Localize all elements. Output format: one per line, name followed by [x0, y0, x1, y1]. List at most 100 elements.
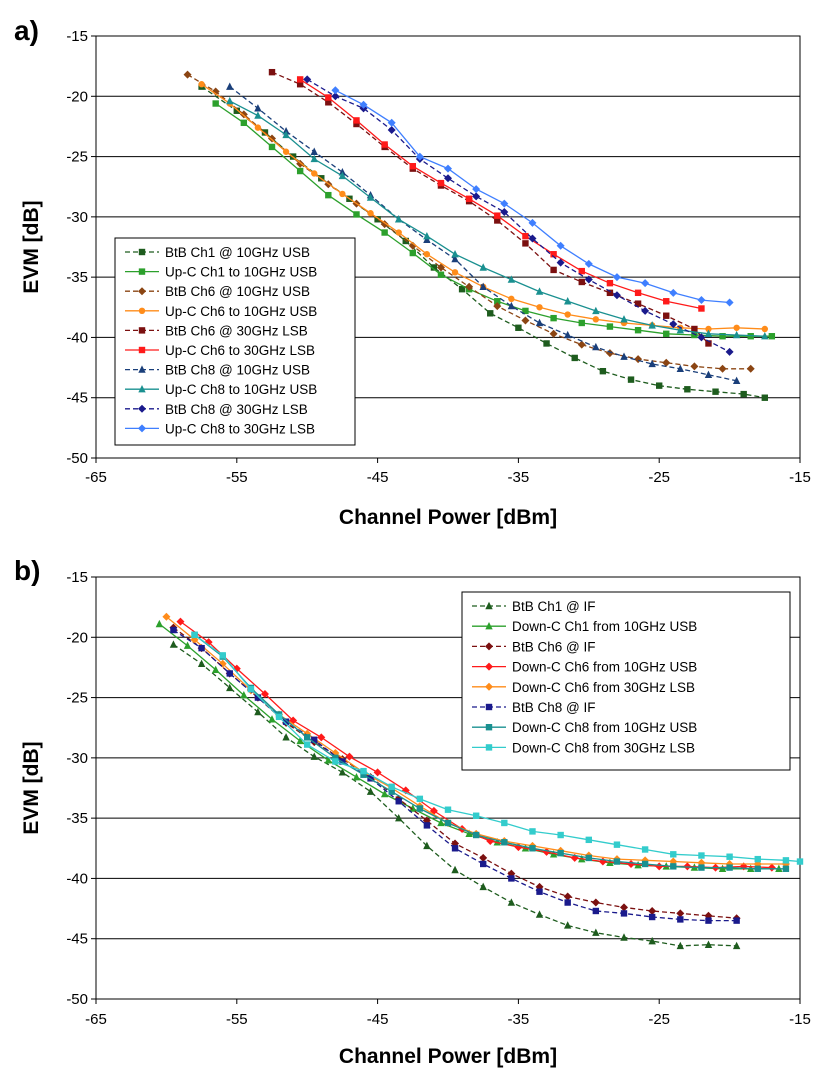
series-5 — [296, 76, 705, 312]
data-point — [409, 163, 416, 170]
data-point — [591, 898, 600, 907]
data-point — [648, 359, 656, 368]
data-point — [381, 229, 388, 236]
legend-entry: BtB Ch6 @ 30GHz LSB — [165, 323, 308, 338]
y-tick-label: -50 — [66, 450, 88, 467]
data-point — [612, 291, 621, 300]
data-point — [557, 849, 564, 857]
data-point — [690, 362, 699, 371]
data-point — [332, 754, 339, 762]
y-tick-label: -35 — [66, 269, 88, 286]
data-point — [529, 845, 536, 852]
plot-area — [95, 576, 801, 1000]
y-tick-label: -30 — [66, 750, 88, 767]
data-point — [311, 170, 318, 177]
legend-entry: Down-C Ch6 from 30GHz LSB — [512, 680, 695, 695]
x-tick-label: -65 — [85, 469, 107, 486]
legend-entry: BtB Ch1 @ IF — [512, 599, 595, 614]
x-tick-label: -35 — [508, 469, 530, 486]
data-point — [677, 916, 684, 923]
data-point — [451, 269, 459, 276]
data-point — [479, 853, 488, 862]
data-point — [233, 107, 240, 114]
legend-entry: Down-C Ch8 from 30GHz LSB — [512, 740, 695, 755]
data-point — [613, 841, 621, 848]
data-point — [754, 865, 761, 872]
data-point — [472, 831, 480, 839]
y-tick-label: -25 — [66, 149, 88, 166]
data-point — [556, 241, 565, 250]
data-point — [669, 288, 678, 297]
data-point — [563, 892, 572, 901]
x-tick-label: -15 — [789, 1011, 811, 1028]
y-tick-label: -40 — [66, 329, 88, 346]
series-2 — [183, 70, 755, 373]
legend-swatch-marker — [138, 424, 146, 433]
data-point — [508, 875, 515, 882]
data-point — [331, 86, 340, 95]
data-point — [767, 863, 776, 872]
data-point — [304, 734, 311, 741]
data-point — [669, 320, 678, 329]
data-point — [550, 314, 557, 322]
data-point — [627, 376, 635, 383]
data-point — [761, 332, 769, 340]
data-point — [367, 210, 374, 217]
data-point — [494, 298, 501, 305]
y-tick-label: -40 — [66, 870, 88, 887]
data-point — [226, 82, 234, 90]
data-point — [670, 851, 677, 858]
legend-swatch-marker — [138, 307, 146, 314]
data-point — [465, 829, 473, 838]
data-point — [634, 300, 642, 307]
data-point — [423, 251, 431, 258]
series-7 — [226, 96, 769, 340]
legend-box — [461, 591, 791, 771]
y-tick-label: -15 — [66, 569, 88, 586]
data-point — [676, 325, 685, 334]
legend: BtB Ch1 @ IF Down-C Ch1 from 10GHz USB BtB… — [461, 591, 791, 771]
data-point — [620, 933, 628, 941]
data-point — [641, 846, 649, 853]
x-tick-label: -35 — [508, 1011, 530, 1028]
y-tick-label: -35 — [66, 810, 88, 827]
data-point — [782, 865, 790, 872]
series-7 — [191, 631, 804, 865]
data-point — [472, 192, 481, 201]
legend-swatch-marker — [485, 662, 493, 671]
y-tick-label: -45 — [66, 931, 88, 948]
data-point — [310, 154, 318, 163]
data-point — [648, 913, 656, 921]
data-point — [698, 852, 705, 859]
y-tick-label: -15 — [66, 28, 88, 45]
data-point — [444, 819, 452, 827]
data-point — [254, 694, 262, 701]
data-point — [472, 185, 481, 194]
data-point — [395, 229, 402, 236]
data-point — [522, 232, 529, 240]
data-point — [353, 211, 360, 218]
data-point — [409, 804, 417, 812]
legend-box — [114, 237, 356, 446]
x-tick-label: -25 — [648, 469, 670, 486]
data-point — [501, 839, 508, 846]
panel-label: b) — [14, 555, 40, 586]
x-tick-label: -15 — [789, 469, 811, 486]
data-point — [480, 860, 487, 868]
data-point — [339, 190, 346, 198]
x-tick-label: -25 — [648, 1011, 670, 1028]
legend-swatch-marker — [138, 268, 146, 275]
data-point — [162, 612, 171, 621]
data-point — [691, 325, 698, 333]
data-point — [275, 713, 283, 721]
data-point — [254, 707, 262, 716]
data-point — [550, 251, 557, 258]
data-point — [592, 316, 600, 323]
data-point — [415, 152, 424, 161]
y-axis-title: EVM [dB] — [20, 200, 43, 293]
data-point — [303, 75, 312, 84]
data-point — [374, 216, 381, 223]
data-point — [697, 333, 706, 342]
legend-swatch-marker — [485, 642, 493, 651]
series-1 — [212, 100, 776, 340]
